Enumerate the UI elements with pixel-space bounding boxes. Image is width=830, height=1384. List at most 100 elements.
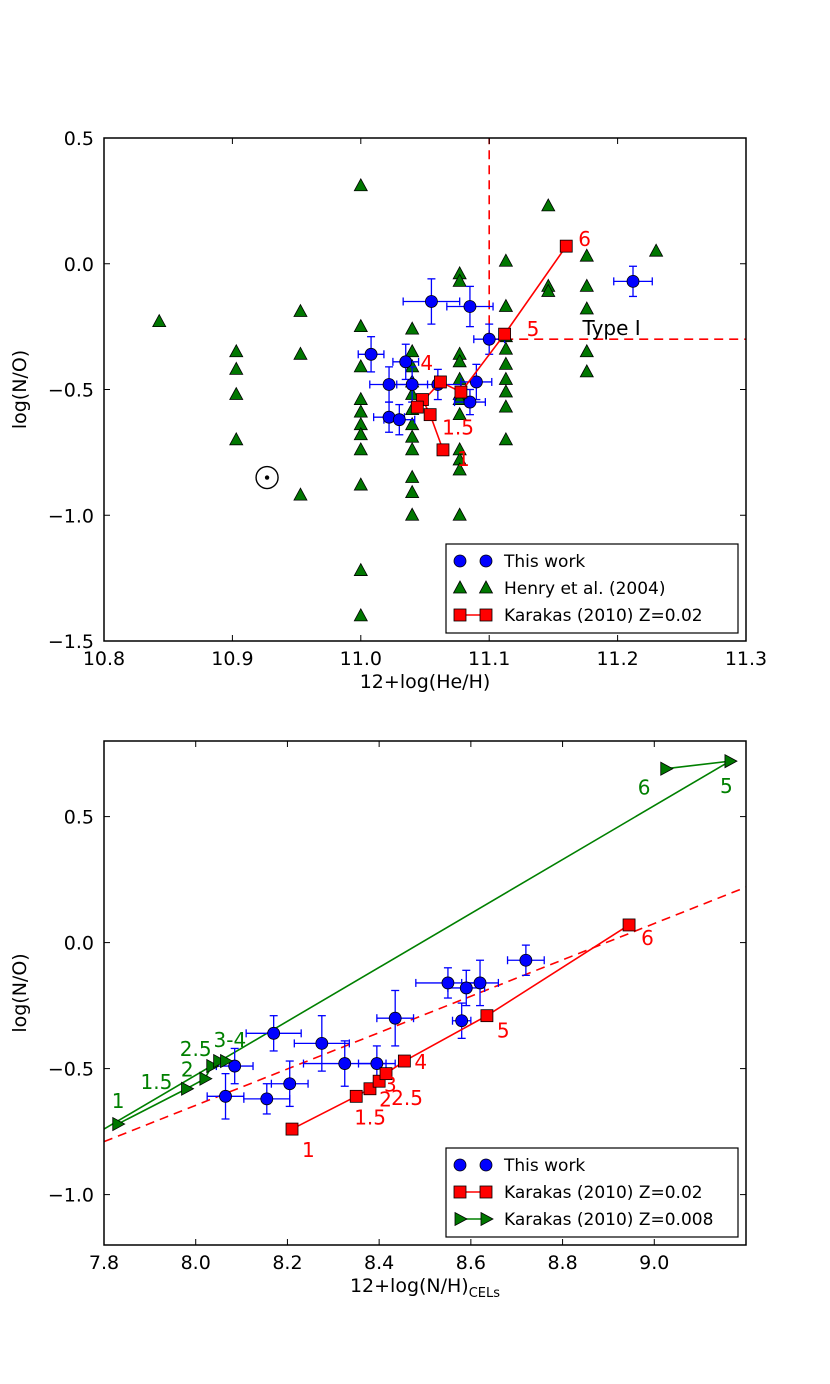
henry-point xyxy=(404,442,420,456)
legend-entry: Karakas (2010) Z=0.02 xyxy=(504,606,703,626)
x-tick-label: 8.0 xyxy=(181,1252,211,1274)
karakas-point xyxy=(559,239,573,253)
sun-symbol-dot xyxy=(264,475,270,480)
this-work-point xyxy=(315,1037,329,1050)
this-work-point xyxy=(519,953,533,967)
karakas-z002-point xyxy=(622,918,636,932)
karakas-z0008-point xyxy=(112,1116,126,1132)
henry-point xyxy=(229,343,244,358)
x-tick-label: 8.2 xyxy=(272,1252,302,1274)
henry-point xyxy=(353,318,368,333)
henry-point xyxy=(579,301,594,315)
legend-marker xyxy=(478,580,494,594)
top-legend: This work Henry et al. (2004) Karakas (201… xyxy=(445,543,739,634)
legend-marker xyxy=(479,1185,493,1199)
henry-point xyxy=(353,562,368,576)
henry-point xyxy=(229,386,244,400)
karakas-z002-mass-label: 3 xyxy=(384,1073,397,1097)
x-tick-label: 11.0 xyxy=(340,648,382,670)
henry-point xyxy=(229,361,244,375)
this-work-point xyxy=(463,395,477,409)
karakas-point xyxy=(434,375,447,389)
bottom-y-axis-label: log(N/O) xyxy=(9,953,31,1032)
henry-point xyxy=(404,484,420,499)
this-work-point xyxy=(219,1089,232,1103)
legend-marker xyxy=(453,1185,467,1199)
henry-point xyxy=(498,298,514,312)
legend-marker xyxy=(479,554,493,568)
this-work-point xyxy=(482,332,496,346)
henry-point xyxy=(404,469,420,483)
henry-point xyxy=(541,198,556,212)
x-tick-label: 10.8 xyxy=(83,648,125,670)
henry-point xyxy=(452,371,467,385)
henry-point xyxy=(293,346,308,360)
karakas-point xyxy=(410,400,424,414)
karakas-point xyxy=(454,385,468,399)
this-work-point xyxy=(441,976,455,990)
this-work-point xyxy=(459,981,473,995)
karakas-mass-label: 4 xyxy=(420,351,433,375)
this-work-point xyxy=(626,274,640,288)
legend-marker xyxy=(453,608,467,622)
karakas-z002-point xyxy=(379,1067,393,1081)
this-work-point xyxy=(388,1011,402,1025)
x-tick-label: 9.0 xyxy=(639,1252,669,1274)
top-x-axis-label: 12+log(He/H) xyxy=(360,671,491,693)
this-work-point xyxy=(405,378,419,391)
x-tick-label: 7.8 xyxy=(89,1252,119,1274)
x-tick-label: 11.2 xyxy=(596,648,638,670)
type-i-annotation: Type I xyxy=(581,316,640,340)
henry-point xyxy=(452,273,467,287)
y-tick-label: 0.0 xyxy=(64,933,94,955)
this-work-point xyxy=(260,1092,274,1106)
karakas-z002-track xyxy=(291,924,630,1130)
bottom-x-axis-label: 12+log(N/H)CELs xyxy=(350,1275,500,1301)
this-work-point xyxy=(392,413,406,427)
karakas-point xyxy=(423,408,437,422)
legend-entry: This work xyxy=(503,1156,585,1176)
henry-point xyxy=(452,462,467,476)
top-ticks: 10.8 10.9 11.0 11.1 11.2 11.3 0.5 0.0 −0.5 −1.0 −1… xyxy=(48,128,767,670)
henry-point xyxy=(498,431,514,446)
karakas-mass-label: 5 xyxy=(527,317,540,341)
y-tick-label: −1.0 xyxy=(48,505,94,527)
legend-box xyxy=(445,1147,739,1238)
karakas-z0008-point xyxy=(660,761,674,776)
karakas-z002-mass-label: 1.5 xyxy=(354,1105,386,1129)
henry-point xyxy=(452,507,467,521)
henry-point xyxy=(579,248,594,262)
y-tick-label: −0.5 xyxy=(48,380,94,402)
karakas-z0008-point xyxy=(181,1081,195,1096)
this-work-point xyxy=(425,295,438,308)
karakas-z002-mass-label: 1 xyxy=(302,1138,315,1162)
x-tick-label: 8.4 xyxy=(364,1252,394,1274)
henry-point xyxy=(498,341,514,355)
this-work-point xyxy=(469,375,483,389)
x-tick-label: 8.6 xyxy=(456,1252,486,1274)
karakas-track xyxy=(416,245,567,451)
this-work-point xyxy=(228,1059,242,1073)
legend-entry: This work xyxy=(503,552,585,572)
this-work-point xyxy=(463,300,477,313)
henry-point xyxy=(353,477,368,491)
henry-point xyxy=(152,313,167,327)
karakas-z002-mass-label: 2.5 xyxy=(391,1086,423,1110)
legend-marker xyxy=(479,1158,493,1172)
legend-marker xyxy=(452,580,468,594)
karakas-z0008-mass-label: 1 xyxy=(112,1089,125,1113)
karakas-z0008-point xyxy=(199,1071,213,1086)
this-work-point xyxy=(267,1026,281,1040)
henry-point xyxy=(541,283,556,297)
henry-point xyxy=(353,608,368,622)
legend-entry: Henry et al. (2004) xyxy=(504,579,665,599)
karakas-mass-label: 6 xyxy=(578,227,591,251)
henry-point xyxy=(353,442,368,456)
henry-point xyxy=(353,177,368,192)
x-tick-label: 11.1 xyxy=(468,648,510,670)
karakas-z002-mass-label: 6 xyxy=(641,926,654,950)
x-tick-label: 11.3 xyxy=(725,648,767,670)
legend-marker xyxy=(453,1158,467,1172)
